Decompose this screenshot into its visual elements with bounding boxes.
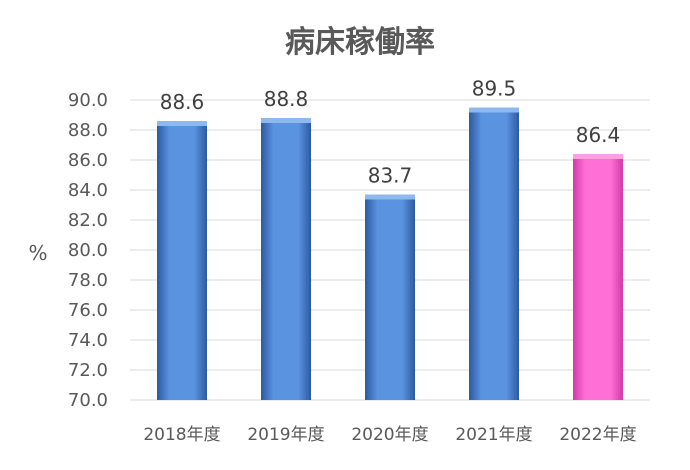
bar [365,194,415,400]
data-label: 89.5 [472,77,517,101]
data-labels: 88.6 88.8 83.7 89.5 86.4 [160,77,621,188]
y-tick-label: 86.0 [68,150,108,171]
x-category-label: 2021年度 [455,425,532,445]
data-label: 88.6 [160,90,205,114]
bar [157,121,207,400]
x-category-label: 2019年度 [247,425,324,445]
y-tick-label: 70.0 [68,390,108,411]
y-axis-ticks: 70.0 72.0 74.0 76.0 78.0 80.0 82.0 84.0 86.0 88.0… [68,90,108,411]
chart-title: 病床稼働率 [285,25,435,60]
bar [573,154,623,400]
bars [157,107,623,400]
y-tick-label: 76.0 [68,300,108,321]
data-label: 88.8 [264,87,309,111]
x-category-label: 2020年度 [351,425,428,445]
x-category-label: 2018年度 [143,425,220,445]
y-tick-label: 82.0 [68,210,108,231]
y-tick-label: 72.0 [68,360,108,381]
y-tick-label: 78.0 [68,270,108,291]
data-label: 86.4 [576,123,621,147]
y-tick-label: 84.0 [68,180,108,201]
bar [469,107,519,400]
y-tick-label: 80.0 [68,240,108,261]
y-tick-label: 74.0 [68,330,108,351]
x-axis-categories: 2018年度 2019年度 2020年度 2021年度 2022年度 [143,425,636,445]
x-category-label: 2022年度 [559,425,636,445]
bar [261,118,311,400]
y-tick-label: 90.0 [68,90,108,111]
data-label: 83.7 [368,164,413,188]
y-axis-label: % [28,241,47,265]
y-tick-label: 88.0 [68,120,108,141]
